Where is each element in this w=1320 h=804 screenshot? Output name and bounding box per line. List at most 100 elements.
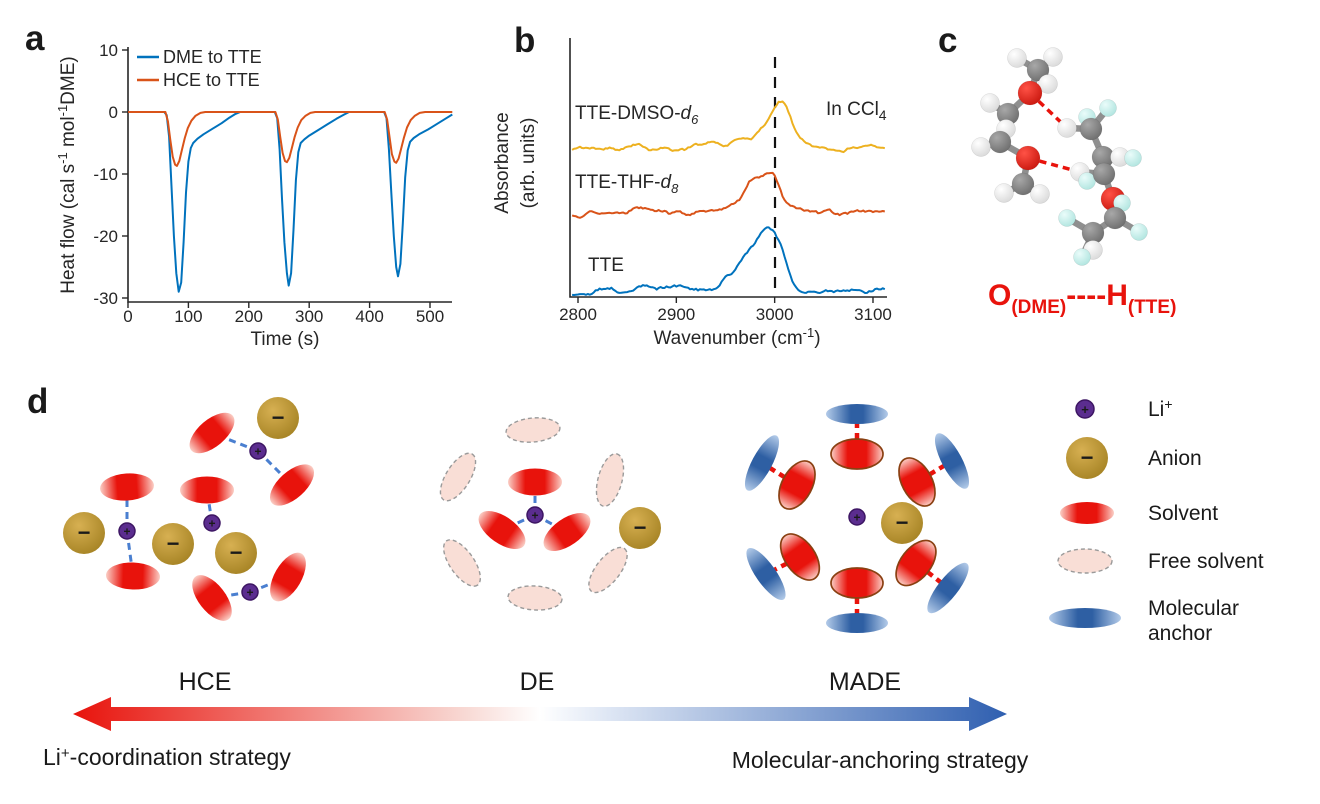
molecular-anchor-ellipse	[927, 562, 969, 614]
hydrogen-bond-caption: O(DME)----H(TTE)	[988, 279, 1176, 318]
li-cation	[118, 522, 136, 540]
cation-plus: +	[246, 586, 253, 600]
anion	[215, 532, 257, 574]
ylabel-pre: Heat flow (cal s	[58, 164, 79, 294]
solvent-ellipse	[189, 412, 235, 454]
free-solvent-ellipse	[505, 417, 561, 443]
cation-plus: +	[123, 525, 130, 539]
ylabel-post: DME)	[58, 56, 79, 105]
legend-label-dme: DME to TTE	[163, 47, 262, 67]
panel-b-xlabel: Wavenumber (cm-1)	[653, 325, 820, 349]
caption-H: H	[1106, 279, 1128, 312]
molecular-model	[971, 47, 1148, 266]
ylabel-sup2: -1	[55, 105, 70, 117]
atom-C	[1079, 117, 1103, 141]
atom-H	[1043, 47, 1063, 67]
atom-H	[1038, 74, 1058, 94]
anion	[881, 502, 923, 544]
panel-b-letter: b	[514, 21, 535, 60]
anno-pre: In CCl	[826, 99, 879, 120]
strat-left-pre: Li	[43, 744, 61, 770]
trace-thf-em: d	[660, 172, 672, 193]
strategy-label-left: Li+-coordination strategy	[43, 744, 291, 770]
li-cation	[526, 506, 544, 524]
x-tick-label: 2800	[559, 305, 597, 324]
panel-a-series	[128, 111, 453, 293]
trace-label-tte: TTE	[588, 255, 624, 276]
x-tick-label: 2900	[657, 305, 695, 324]
solvent-ellipse	[270, 552, 306, 602]
anno-sub: 4	[879, 107, 887, 123]
cluster-label-de: DE	[520, 668, 555, 696]
y-tick-label: -10	[93, 165, 118, 184]
solvent-ellipse	[478, 510, 526, 550]
solvent-ellipse	[180, 476, 234, 504]
free-solvent-ellipse	[588, 546, 628, 594]
molecular-anchor-ellipse	[826, 613, 888, 633]
atom-O	[1017, 80, 1043, 106]
panel-c-letter: c	[938, 21, 957, 60]
atom-H	[1030, 184, 1050, 204]
cluster-label-made: MADE	[829, 668, 901, 696]
atom-C	[988, 130, 1012, 154]
li-cation	[249, 442, 267, 460]
legend-free-solvent-icon	[1057, 548, 1113, 574]
legend-label-solvent: Solvent	[1148, 502, 1218, 525]
panel-a-xlabel: Time (s)	[251, 329, 320, 350]
panel-b-axis-lines	[569, 38, 887, 298]
anion-minus: −	[272, 405, 285, 430]
solvent-ellipse	[778, 460, 816, 510]
panel-b-traces	[571, 100, 886, 296]
molecular-anchor-ellipse	[746, 547, 786, 601]
b-xlabel-pre: Wavenumber (cm	[653, 328, 802, 349]
legend-cation-icon	[1075, 399, 1095, 419]
panel-a-ylabel: Heat flow (cal s-1 mol-1DME)	[55, 56, 79, 293]
series-hce-to-tte	[128, 111, 453, 167]
solvent-ellipse	[779, 533, 821, 581]
anion-minus: −	[896, 510, 909, 535]
atom-H	[1057, 118, 1077, 138]
caption-O-sub: (DME)	[1011, 297, 1066, 318]
panel-a-letter: a	[25, 19, 45, 58]
atom-C	[1011, 172, 1035, 196]
series-dme-to-tte	[128, 111, 453, 293]
x-tick-label: 300	[295, 307, 323, 326]
trace-label-dmso: TTE-DMSO-d6	[575, 103, 699, 127]
solvent-ellipse	[830, 567, 884, 599]
legend-cation-plus: +	[1081, 402, 1089, 417]
trace-thf-pre: TTE-THF-	[575, 172, 660, 193]
ylabel-sup1: -1	[55, 152, 70, 164]
anion	[63, 512, 105, 554]
x-tick-label: 3100	[854, 305, 892, 324]
free-solvent-ellipse	[595, 453, 625, 507]
li-cation	[203, 514, 221, 532]
panel-d-letter: d	[27, 382, 48, 421]
atom-C	[1092, 162, 1116, 186]
hydrogen-bond	[1027, 156, 1081, 174]
panel-b-ylabel-line1: Absorbance	[492, 112, 513, 213]
solvent-annotation: In CCl4	[826, 99, 887, 123]
spectrum-trace	[572, 226, 886, 296]
strat-left-post: -coordination strategy	[70, 744, 292, 770]
atom-F	[1078, 172, 1096, 190]
panel-b-ylabel-line2: (arb. units)	[518, 118, 539, 209]
anion	[152, 523, 194, 565]
trace-label-thf: TTE-THF-d8	[575, 172, 679, 196]
trace-dmso-em: d	[681, 103, 693, 124]
solvent-ellipse	[898, 457, 936, 507]
strategy-label-right: Molecular-anchoring strategy	[732, 747, 1029, 773]
ylabel-mid: mol	[58, 116, 79, 152]
panel-b-axes: 2800 2900 3000 3100	[559, 38, 892, 324]
anion	[257, 397, 299, 439]
panel-d-legend: + − Li+ Anion Solvent Free solvent Molec…	[1049, 396, 1264, 645]
cation-plus: +	[208, 517, 215, 531]
spectrum-trace	[571, 100, 885, 154]
legend-li-pre: Li	[1148, 398, 1164, 421]
atom-C	[1026, 58, 1050, 82]
free-solvent-ellipse	[442, 539, 482, 587]
solvent-ellipse	[830, 438, 884, 470]
solvent-ellipse	[543, 512, 591, 552]
